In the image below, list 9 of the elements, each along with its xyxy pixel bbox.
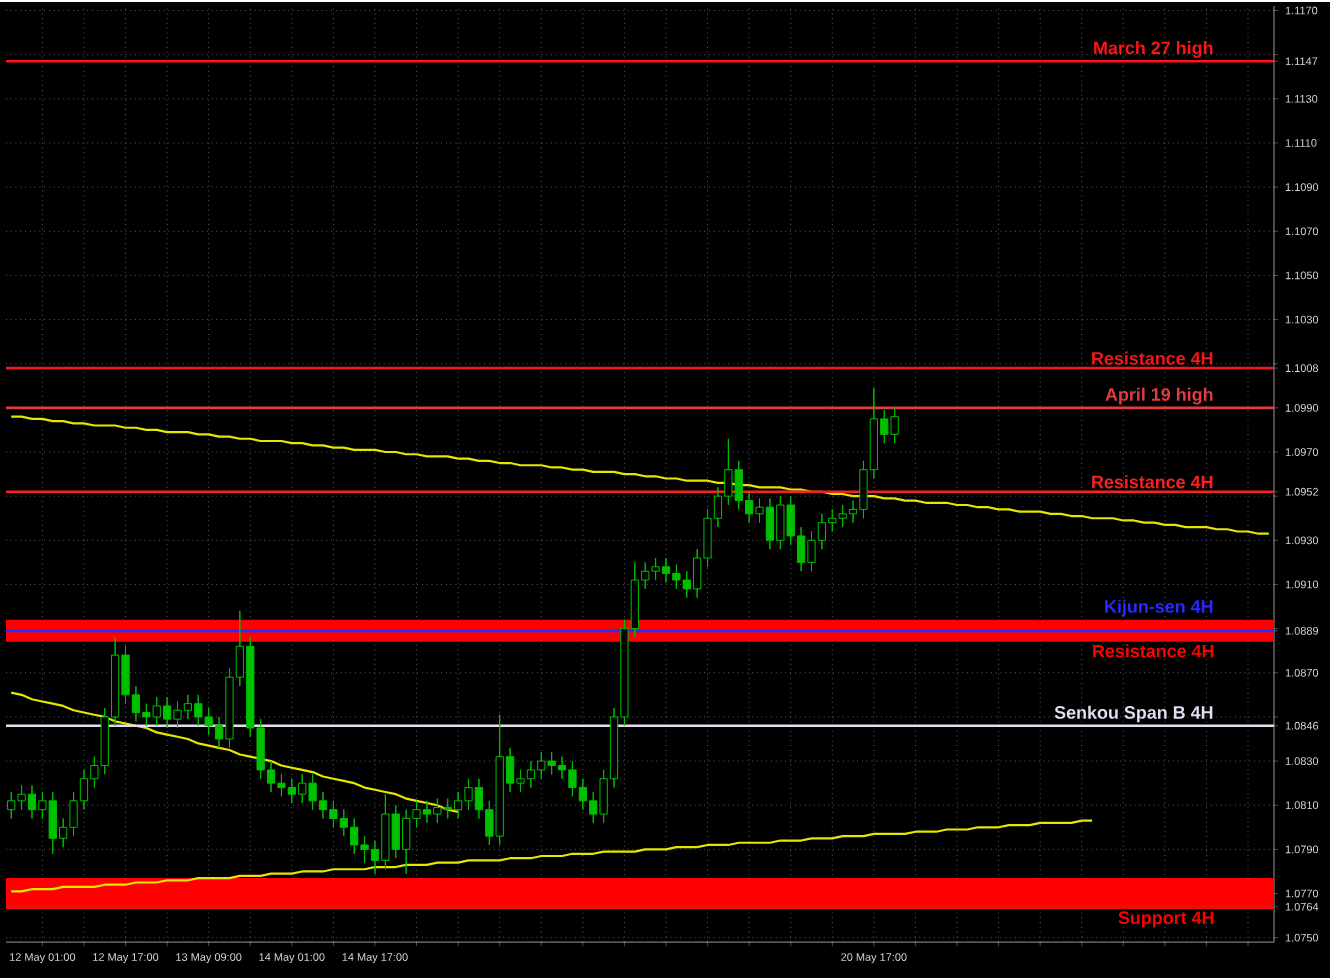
- ref-line-label: Resistance 4H: [1092, 475, 1213, 489]
- band-label: Support 4H: [1118, 911, 1214, 928]
- line-series: [10, 691, 460, 813]
- ref-line-label: April 19 high: [1105, 387, 1213, 405]
- ref-line-label: March 27 high: [1094, 41, 1213, 58]
- ref-line-label: Resistance 4H: [1092, 351, 1213, 365]
- band-label: Resistance 4H: [1093, 644, 1214, 658]
- ref-line-label: Senkou Span B 4H: [1054, 705, 1213, 723]
- ref-line-label: Kijun-sen 4H: [1105, 599, 1213, 617]
